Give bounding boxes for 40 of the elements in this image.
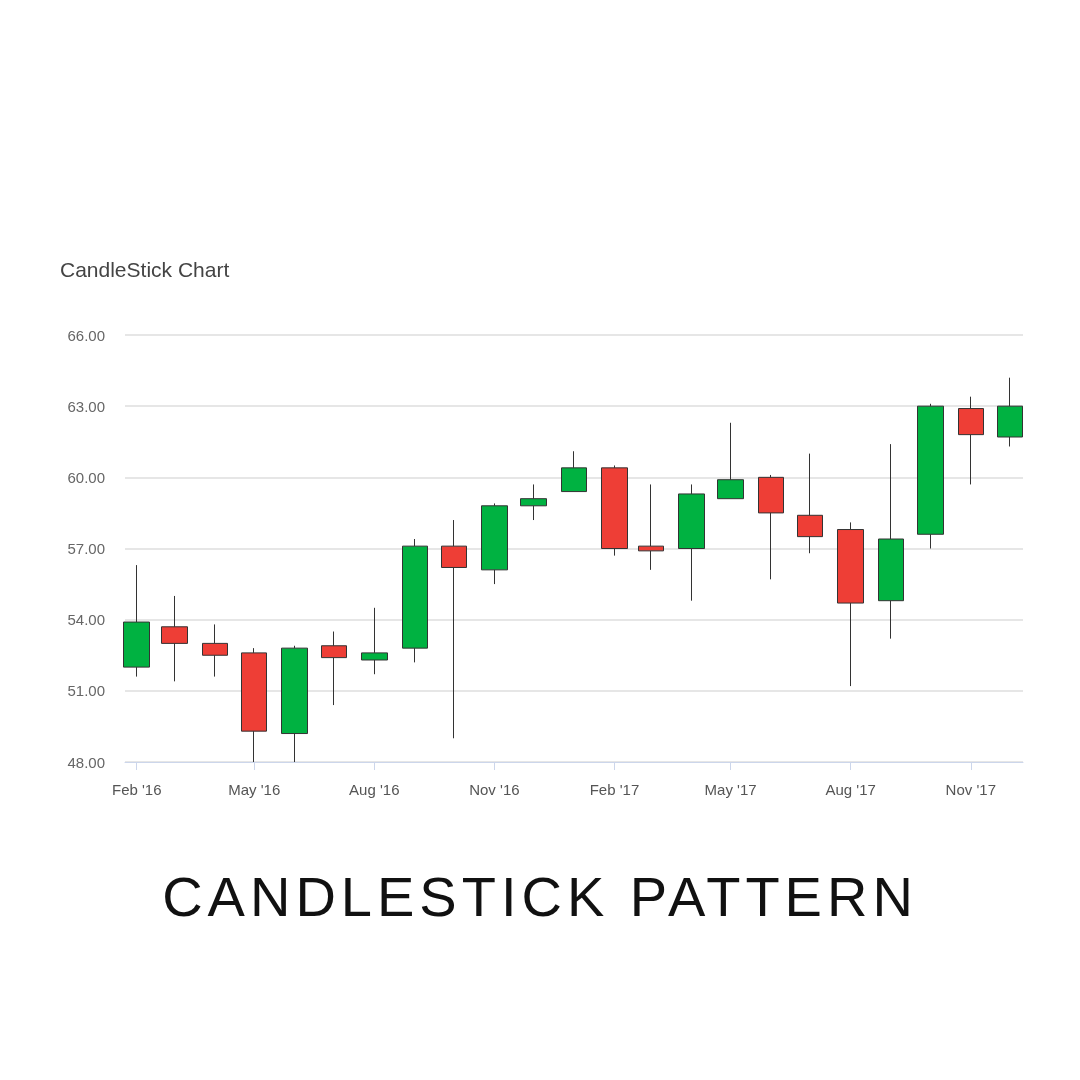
y-tick-label: 48.00: [67, 753, 105, 771]
candlestick: [321, 631, 347, 706]
candlestick: [717, 422, 744, 500]
text: CANDLESTICK PATTERN: [161, 864, 919, 930]
candlestick: [123, 564, 150, 678]
y-tick-label: 57.00: [67, 540, 105, 557]
candlestick: [601, 464, 628, 557]
x-tick-label: Aug '17: [825, 781, 876, 798]
x-tick-label: Nov '17: [945, 781, 996, 798]
candlestick: [878, 443, 904, 640]
candlestick: [241, 647, 267, 763]
x-tick-label: Aug '16: [349, 781, 400, 798]
y-tick-label: 54.00: [67, 611, 105, 629]
candlestick: [161, 595, 188, 682]
x-tick-label: Nov '16: [469, 781, 520, 798]
candlestick: [481, 502, 508, 585]
candlestick: [997, 377, 1023, 447]
x-tick-label: Feb '17: [589, 781, 640, 798]
candlestick: [678, 483, 705, 602]
candlestick: [758, 474, 784, 580]
candlestick: [281, 645, 308, 763]
y-tick-label: 51.00: [67, 682, 105, 700]
candlestick: [202, 623, 228, 678]
candlestick: [402, 538, 428, 663]
y-tick-label: 66.00: [67, 326, 105, 344]
candlestick: [917, 403, 944, 549]
candlestick: [520, 483, 547, 521]
candlestick: [561, 450, 587, 493]
candlestick: [958, 396, 984, 485]
y-tick-label: 60.00: [67, 468, 105, 486]
y-tick-label: 63.00: [67, 397, 105, 415]
candlestick: [797, 453, 823, 554]
x-tick-label: May '17: [704, 781, 757, 798]
x-tick-label: May '16: [228, 781, 281, 798]
x-tick-label: Feb '16: [111, 781, 162, 798]
chart-title: CandleStick Chart: [60, 258, 230, 281]
candlestick: [837, 521, 864, 687]
candlestick: [441, 519, 467, 739]
candlestick: [361, 607, 388, 675]
candlestick: [638, 483, 664, 571]
